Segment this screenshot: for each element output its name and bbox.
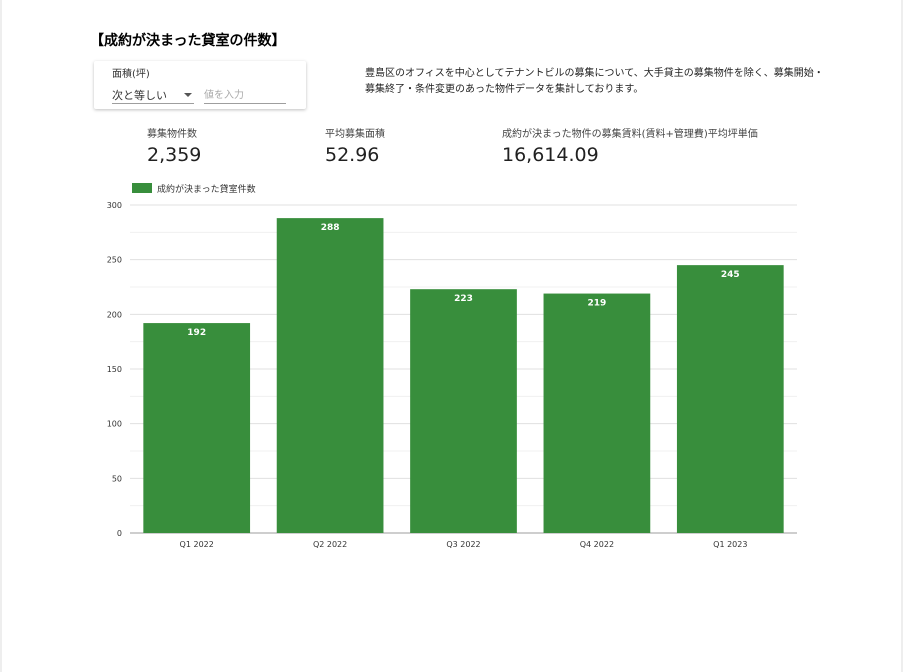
kpi-average-rent: 成約が決まった物件の募集賃料(賃料+管理費)平均坪単価 16,614.09 <box>502 125 758 166</box>
x-tick-label: Q2 2022 <box>313 540 347 549</box>
y-tick-label: 200 <box>107 310 122 319</box>
y-tick-label: 250 <box>107 256 122 265</box>
filter-label: 面積(坪) <box>112 69 150 80</box>
kpi-label: 成約が決まった物件の募集賃料(賃料+管理費)平均坪単価 <box>502 129 758 140</box>
x-tick-label: Q4 2022 <box>580 540 614 549</box>
filter-operator-value: 次と等しい <box>112 89 167 102</box>
bar-chart: 成約が決まった貸室件数 0 50 100 150 200 250 300 192 Q1 2022 2… <box>107 183 797 549</box>
kpi-value: 16,614.09 <box>502 144 599 166</box>
bar-data-label: 245 <box>721 270 740 280</box>
kpi-average-area: 平均募集面積 52.96 <box>325 125 385 166</box>
filter-operator-select[interactable]: 次と等しい <box>112 87 194 104</box>
y-tick-label: 50 <box>112 474 122 483</box>
bar[interactable] <box>276 218 384 533</box>
y-tick-label: 0 <box>117 529 122 538</box>
legend-label: 成約が決まった貸室件数 <box>157 183 256 195</box>
bar[interactable] <box>143 323 251 533</box>
kpi-value: 2,359 <box>147 144 202 166</box>
bar-data-label: 219 <box>588 299 607 309</box>
kpi-label: 平均募集面積 <box>325 129 385 140</box>
bar[interactable] <box>410 289 517 533</box>
bar-data-label: 192 <box>187 328 206 338</box>
area-filter-control: 面積(坪) 次と等しい <box>94 61 306 109</box>
y-tick-label: 300 <box>107 201 122 210</box>
bar[interactable] <box>543 293 651 533</box>
bar-chart-container: 成約が決まった貸室件数 0 50 100 150 200 250 300 192 Q1 2022 2… <box>2 175 901 555</box>
chevron-down-icon <box>184 93 192 97</box>
x-tick-label: Q3 2022 <box>446 540 480 549</box>
bar-data-label: 223 <box>454 294 473 304</box>
x-tick-label: Q1 2023 <box>713 540 747 549</box>
report-description: 豊島区のオフィスを中心としてテナントビルの募集について、大手貸主の募集物件を除く… <box>365 68 824 95</box>
kpi-value: 52.96 <box>325 144 380 166</box>
filter-value-input[interactable] <box>204 87 286 104</box>
bar[interactable] <box>676 265 784 533</box>
page-title: 【成約が決まった貸室の件数】 <box>90 33 286 49</box>
bar-data-label: 288 <box>321 223 340 233</box>
legend-swatch <box>132 183 152 193</box>
kpi-listing-count: 募集物件数 2,359 <box>147 125 201 166</box>
x-tick-label: Q1 2022 <box>180 540 214 549</box>
y-tick-label: 100 <box>107 420 122 429</box>
kpi-label: 募集物件数 <box>147 129 197 140</box>
y-tick-label: 150 <box>107 365 122 374</box>
